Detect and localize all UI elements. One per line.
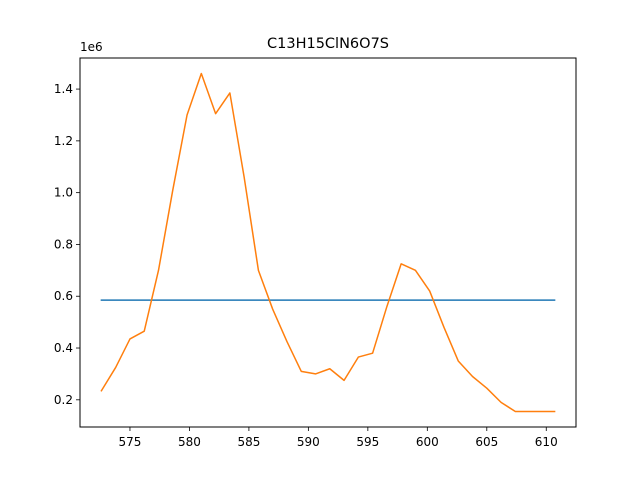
y-tick-label: 0.4 [54, 341, 73, 355]
plot-frame [79, 57, 577, 428]
x-tick-label: 600 [416, 435, 439, 449]
x-axis: 575 580 585 590 595 600 605 610 [119, 427, 558, 449]
y-tick-label: 1.4 [54, 82, 73, 96]
series-layer [100, 72, 556, 413]
y-tick-label: 0.8 [54, 237, 73, 251]
x-tick-label: 585 [237, 435, 260, 449]
y-tick-label: 0.2 [54, 393, 73, 407]
x-tick-label: 590 [297, 435, 320, 449]
series-line-2 [100, 72, 556, 413]
x-tick-label: 605 [475, 435, 498, 449]
y-multiplier-label: 1e6 [80, 40, 103, 54]
y-tick-label: 1.2 [54, 134, 73, 148]
y-tick-label: 0.6 [54, 289, 73, 303]
x-tick-label: 580 [178, 435, 201, 449]
x-tick-label: 610 [535, 435, 558, 449]
x-tick-label: 575 [119, 435, 142, 449]
chart-title: C13H15ClN6O7S [267, 36, 389, 52]
x-tick-label: 595 [356, 435, 379, 449]
y-tick-label: 1.0 [54, 186, 73, 200]
y-axis: 0.2 0.4 0.6 0.8 1.0 1.2 1.4 [54, 82, 80, 407]
